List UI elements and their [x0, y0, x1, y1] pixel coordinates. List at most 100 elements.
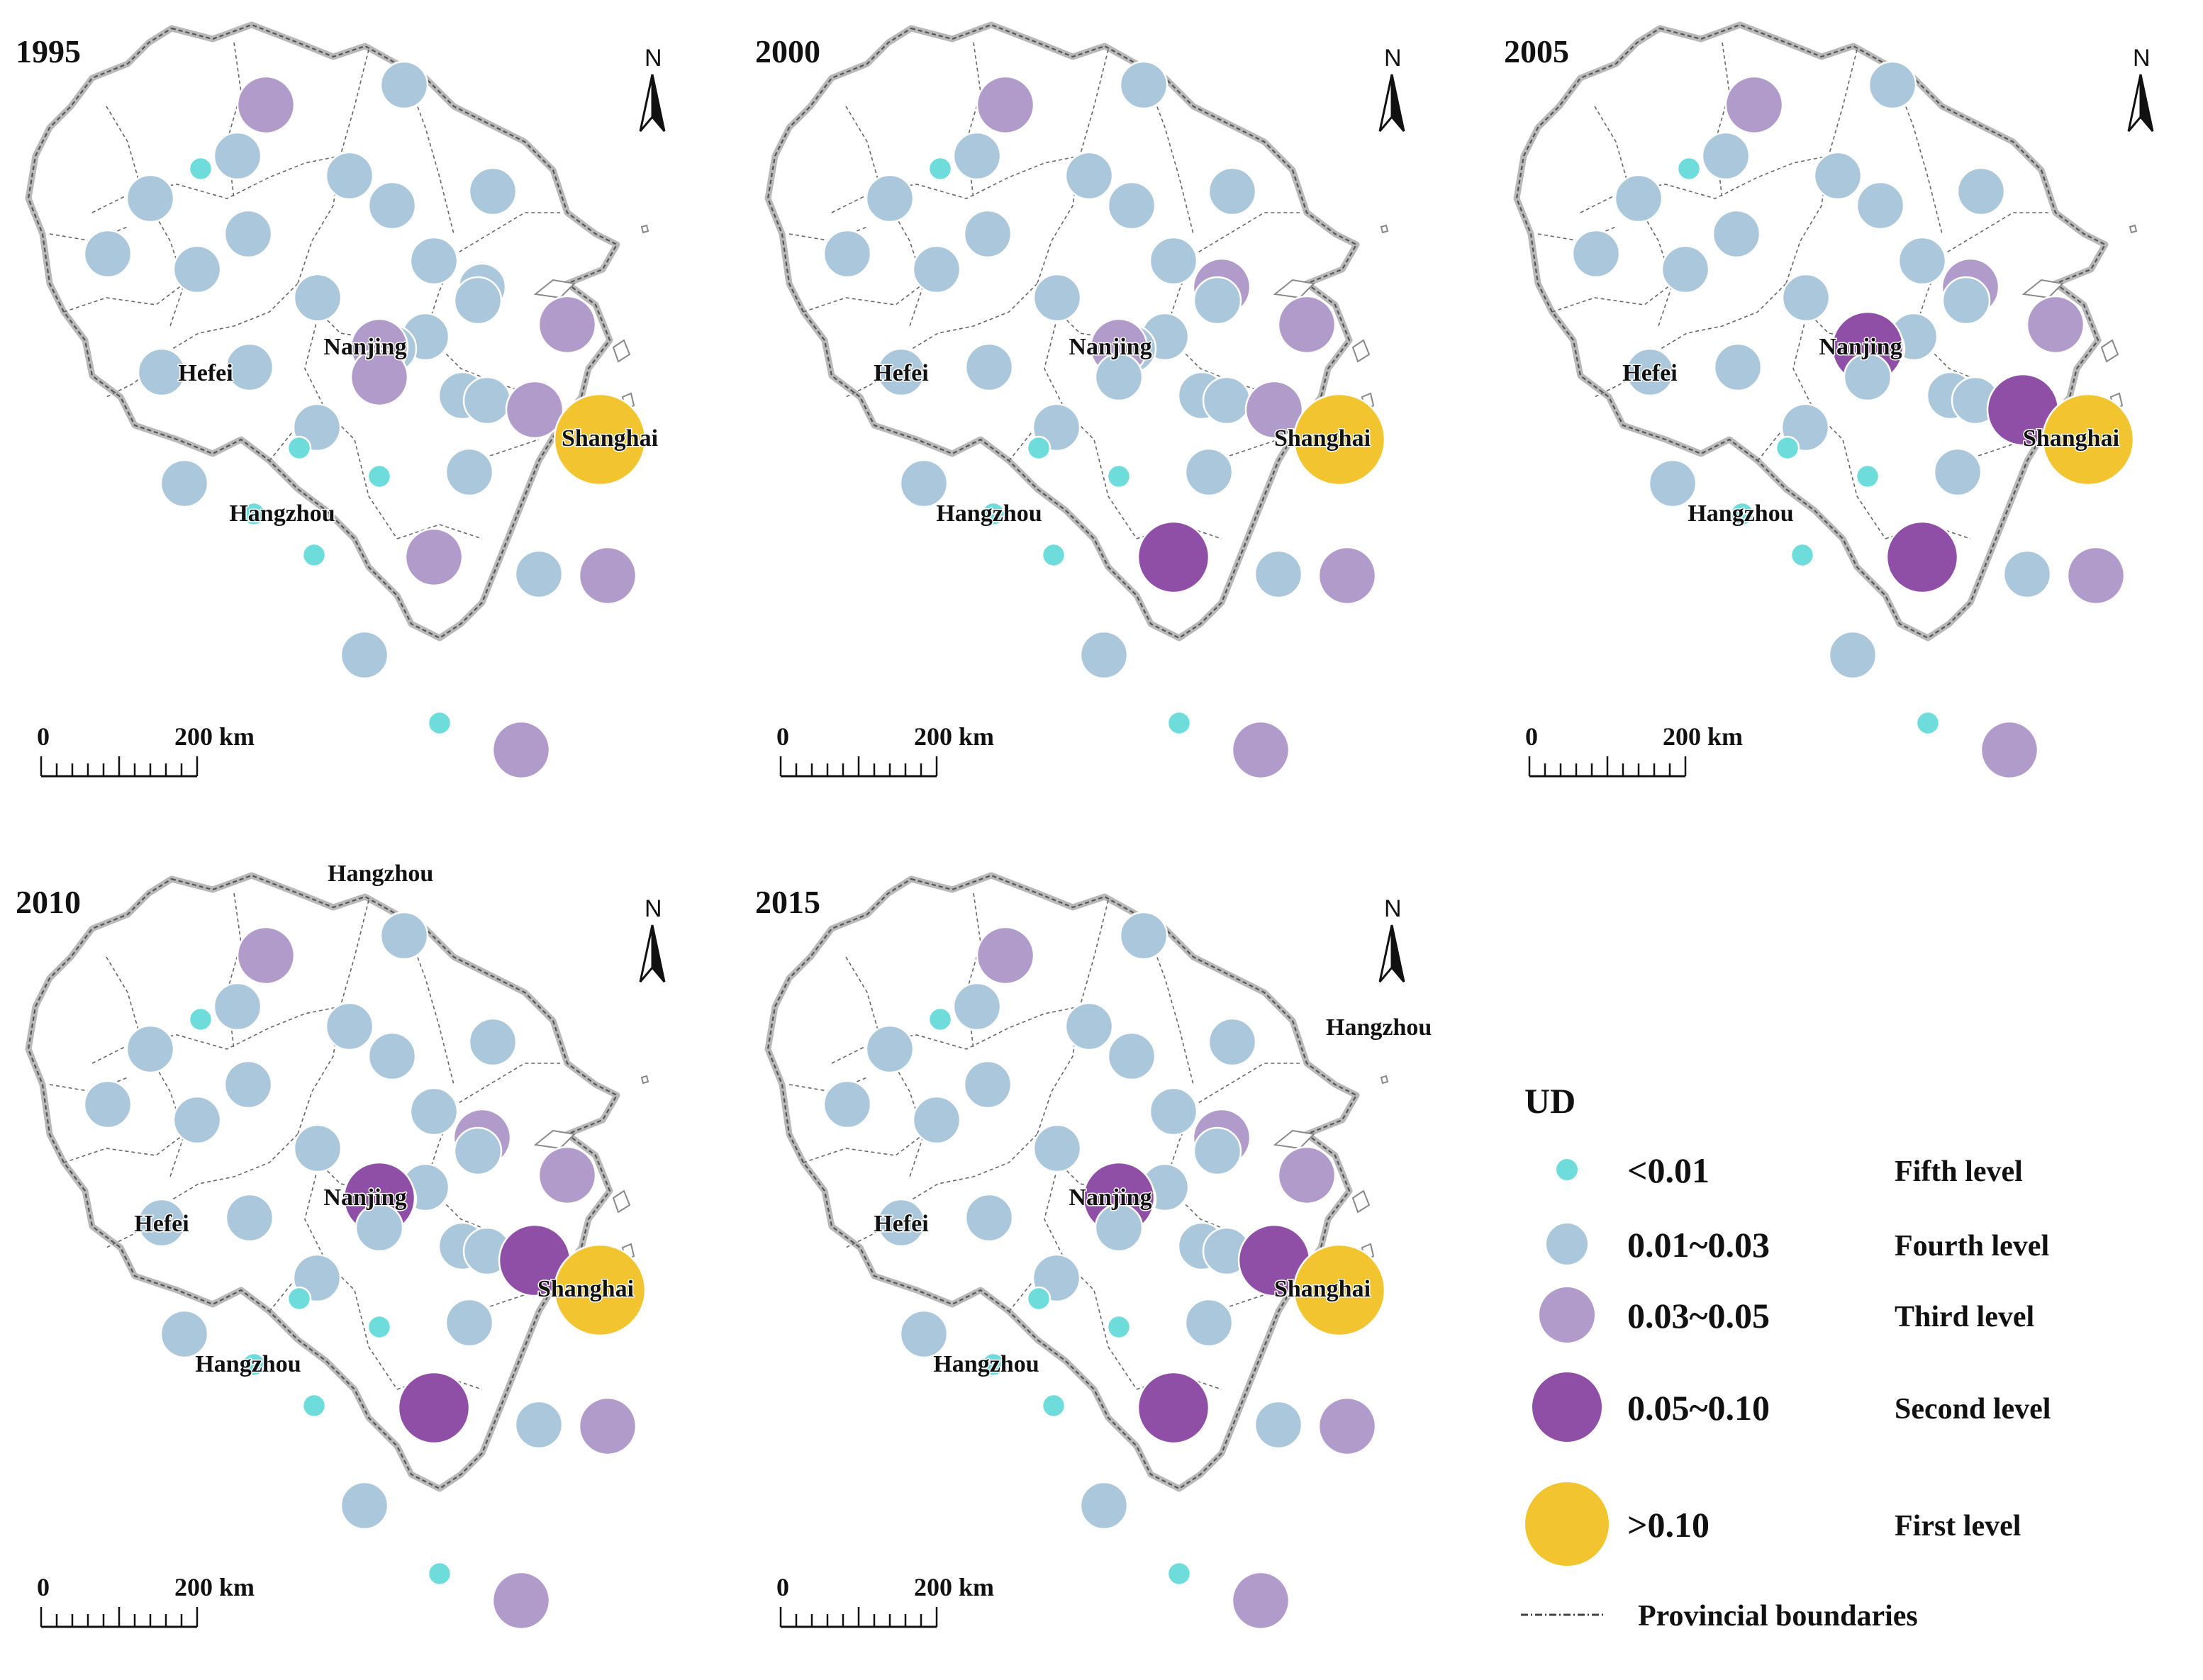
city-circle [1026, 435, 1052, 461]
legend-level: Third level [1895, 1301, 2034, 1333]
city-circle [340, 630, 389, 680]
city-circle [213, 131, 262, 181]
city-circle [1868, 60, 1917, 110]
legend-boundary-label: Provincial boundaries [1638, 1600, 1918, 1633]
city-circle [491, 720, 551, 780]
city-circle [1843, 352, 1892, 402]
city-circle [505, 380, 564, 439]
city-circle [1712, 209, 1761, 259]
city-circle [225, 1193, 274, 1243]
city-circle [491, 1571, 551, 1630]
city-label-shanghai: Shanghai [537, 1276, 634, 1302]
city-circle [1231, 720, 1290, 780]
city-circle [1648, 459, 1697, 508]
city-circle [927, 1007, 953, 1032]
legend-swatch [1555, 1158, 1579, 1182]
scale-start-label: 0 [776, 722, 789, 751]
city-circle [1137, 1371, 1210, 1445]
city-circle [293, 1124, 342, 1173]
city-circle [963, 1060, 1013, 1109]
legend-level: Second level [1895, 1393, 2051, 1426]
city-circle [379, 60, 429, 110]
city-circle [427, 1561, 452, 1586]
city-circle [1828, 630, 1878, 680]
city-circle [1571, 229, 1621, 279]
stray-label-hangzhou-top: Hangzhou [328, 861, 433, 887]
city-circle [1149, 236, 1198, 286]
north-arrow-icon [1378, 73, 1405, 133]
city-circle [1208, 167, 1257, 216]
north-label: N [645, 45, 662, 72]
scale-bar: 0 200 km [37, 722, 255, 778]
legend-level: Fourth level [1895, 1230, 2049, 1262]
north-arrow-icon [1378, 924, 1405, 983]
city-circle [981, 1352, 1006, 1377]
north-arrow-icon [639, 73, 666, 133]
scale-end-label: 200 km [914, 1573, 994, 1601]
city-circle [865, 174, 915, 223]
city-circle [468, 1017, 518, 1067]
city-circle [1790, 542, 1815, 568]
city-circle [1724, 75, 1784, 135]
city-circle [1897, 236, 1947, 286]
city-circle [301, 542, 327, 568]
city-circle [1166, 710, 1192, 736]
legend-row: >0.10 First level [1524, 1481, 2021, 1567]
scale-start-label: 0 [37, 1573, 50, 1601]
year-label: 1995 [16, 33, 81, 69]
city-circle [1781, 273, 1831, 323]
legend: UD <0.01 Fifth level 0.01~0.03 Fourth level… [1521, 1081, 2051, 1633]
city-circle [1254, 1400, 1303, 1450]
city-circle [241, 501, 267, 527]
city-circle [1885, 520, 1959, 594]
city-circle [1106, 464, 1132, 489]
city-circle [1041, 1393, 1066, 1418]
north-arrow: N [639, 45, 666, 133]
legend-level: Fifth level [1895, 1155, 2023, 1188]
scale-bar: 0 200 km [776, 722, 994, 778]
scale-end-label: 200 km [1663, 722, 1743, 751]
city-circle [1317, 546, 1377, 605]
city-circle [453, 276, 503, 325]
city-circle [1244, 380, 1304, 439]
city-circle [963, 209, 1013, 259]
city-circle [952, 982, 1002, 1031]
city-circle [2002, 549, 2052, 599]
city-circle [2026, 295, 2085, 354]
city-circle [1676, 156, 1702, 181]
city-circle [236, 926, 296, 985]
city-circle [1933, 447, 1982, 497]
city-circle [1026, 1286, 1052, 1311]
north-label: N [2133, 45, 2151, 72]
city-circle [83, 1080, 133, 1129]
legend-range: <0.01 [1627, 1150, 1710, 1190]
year-label: 2015 [755, 884, 820, 920]
legend-range: 0.01~0.03 [1627, 1225, 1770, 1265]
city-circle [976, 75, 1035, 135]
city-label-hefei: Hefei [1622, 360, 1677, 386]
city-circle [1254, 549, 1303, 599]
city-circle [462, 376, 512, 425]
city-circle [355, 1203, 404, 1253]
city-circle [822, 1080, 872, 1129]
city-circle [578, 546, 637, 605]
city-label-nanjing: Nanjing [323, 334, 406, 360]
city-circle [1079, 1481, 1129, 1530]
city-circle [367, 1314, 392, 1340]
city-label-hefei: Hefei [874, 1211, 928, 1237]
city-circle [1064, 1002, 1114, 1051]
north-label: N [1384, 895, 1402, 922]
city-label-shanghai: Shanghai [1274, 1276, 1371, 1302]
city-circle [1956, 167, 2006, 216]
city-label-hangzhou: Hangzhou [195, 1351, 301, 1377]
city-circle [325, 1002, 374, 1051]
map-panel-2005: 2005 N 0 200 km Hefei Nanjing Shanghai Hangzhou [1504, 25, 2154, 780]
map-panel-2010: 2010 N 0 200 km Hefei Nanjing Shanghai Hangzhou [16, 875, 666, 1630]
city-circle [172, 245, 222, 294]
city-circle [981, 501, 1006, 527]
city-circle [213, 982, 262, 1031]
city-circle [1277, 1146, 1337, 1205]
city-label-hangzhou: Hangzhou [1688, 500, 1793, 527]
city-circle [367, 181, 417, 230]
